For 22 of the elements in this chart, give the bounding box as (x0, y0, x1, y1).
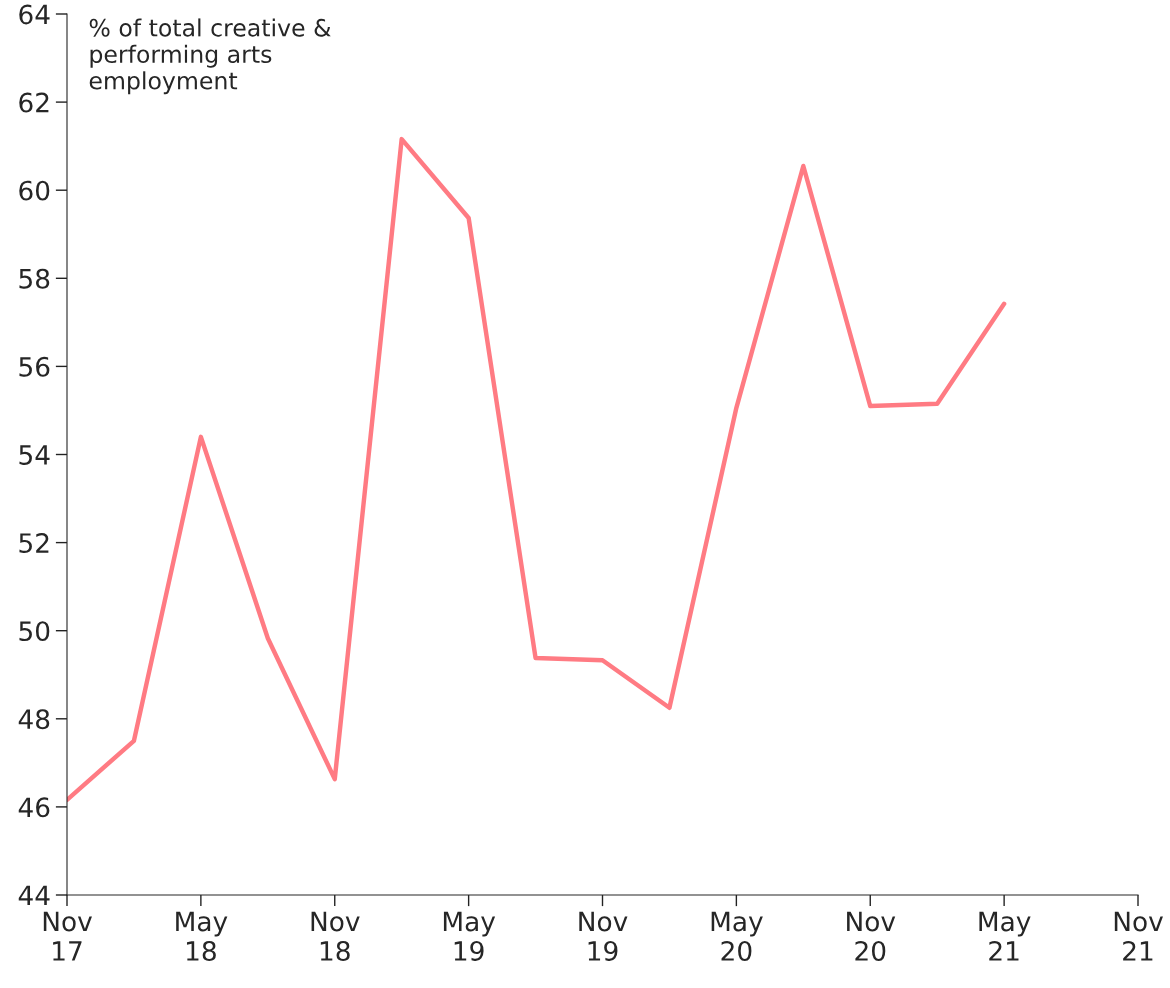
y-tick-label: 62 (19, 92, 49, 113)
x-tick-label: May 21 (979, 911, 1031, 961)
y-tick-label: 46 (18, 797, 50, 818)
x-tick-label: Nov 19 (579, 911, 628, 961)
x-tick-label: Nov 21 (1114, 911, 1163, 961)
x-tick-label: May 19 (443, 911, 496, 961)
y-tick-label: 56 (19, 356, 50, 377)
y-tick-label: 64 (19, 4, 50, 25)
y-tick-label: 52 (19, 533, 49, 553)
y-tick-label: 54 (19, 445, 50, 465)
y-tick-label: 60 (19, 180, 50, 201)
y-tick-label: 48 (18, 709, 50, 730)
x-tick-label: May 18 (176, 911, 228, 961)
x-tick-label: May 20 (711, 911, 763, 961)
x-tick-label: Nov 18 (311, 911, 360, 961)
x-tick-label: Nov 20 (847, 911, 896, 961)
y-axis-title: % of total creative & performing arts employment (89, 18, 331, 95)
y-tick-label: 58 (19, 268, 50, 289)
x-tick-label: Nov 17 (43, 911, 92, 961)
y-tick-label: 44 (18, 885, 50, 906)
line-series (67, 136, 1007, 803)
y-tick-label: 50 (19, 621, 50, 642)
